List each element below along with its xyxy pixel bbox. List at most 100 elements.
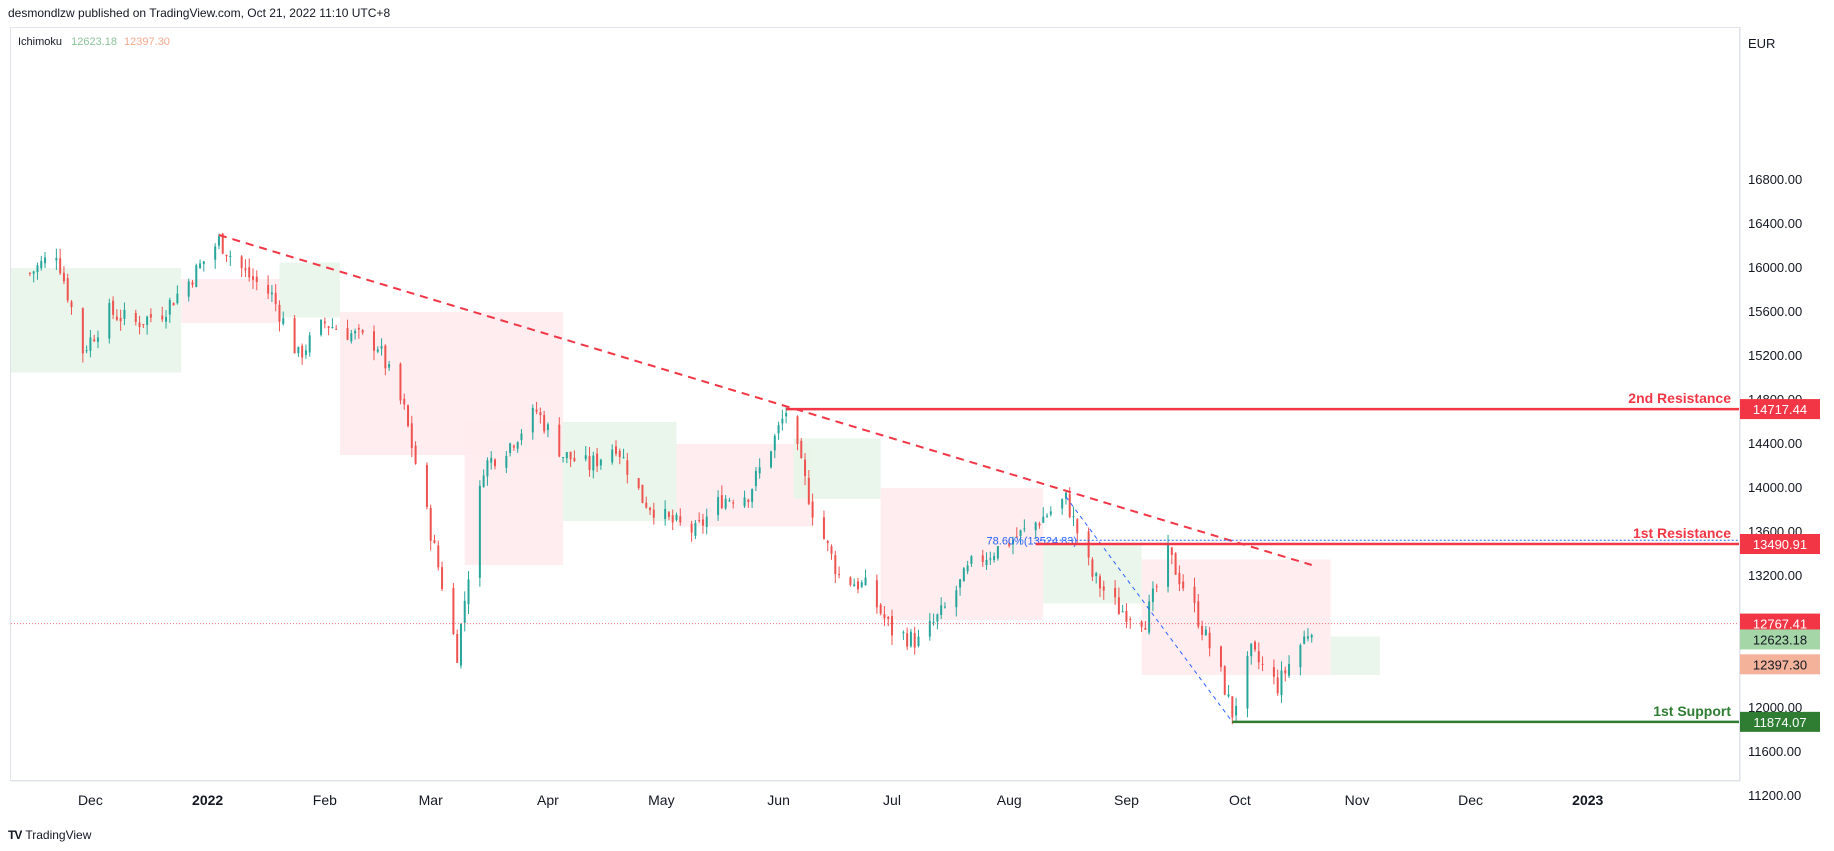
cloud-segment — [563, 422, 677, 521]
candle-body — [96, 337, 99, 342]
cloud-segment — [1330, 636, 1380, 675]
level-price-label: 14717.44 — [1753, 402, 1807, 417]
candle-body — [1174, 553, 1177, 575]
candle-body — [301, 345, 304, 358]
candle-body — [543, 415, 546, 432]
x-tick-label: 2022 — [192, 792, 223, 808]
candle-body — [407, 405, 410, 427]
candle-body — [191, 282, 194, 285]
y-tick-label: 12000.00 — [1748, 700, 1802, 715]
candle-body — [248, 267, 251, 278]
span-b-tag: 12397.30 — [1753, 657, 1807, 672]
candle-body — [1015, 536, 1018, 538]
candle-body — [1197, 601, 1200, 627]
candle-body — [490, 457, 493, 463]
candle-body — [883, 614, 886, 619]
price-axis: 16800.00 16400.00 16000.00 15600.00 15200.00… — [1739, 27, 1820, 803]
candle-body — [906, 633, 909, 647]
candle-body — [55, 257, 58, 261]
candle-body — [1303, 636, 1306, 644]
candle-body — [505, 455, 508, 468]
tradingview-logo-icon: TV — [8, 828, 22, 842]
candle-body — [679, 516, 682, 523]
candle-body — [297, 346, 300, 354]
candle-body — [751, 489, 754, 502]
candle-body — [486, 460, 489, 477]
candle-body — [161, 315, 164, 320]
candle-body — [758, 467, 761, 474]
candle-body — [917, 636, 920, 646]
candle-body — [959, 579, 962, 588]
indicator-legend[interactable]: Ichimoku 12623.18 12397.30 — [18, 36, 170, 48]
indicator-name: Ichimoku — [18, 36, 63, 48]
candle-body — [724, 498, 727, 509]
candle-body — [1208, 632, 1211, 649]
candle-body — [380, 346, 383, 349]
candle-body — [902, 632, 905, 634]
candle-body — [1178, 572, 1181, 585]
candle-body — [928, 620, 931, 637]
candle-body — [1155, 586, 1158, 588]
candle-body — [535, 409, 538, 412]
level-price-tag — [1740, 399, 1820, 420]
candle-body — [520, 433, 523, 441]
candle-body — [115, 316, 118, 320]
candle-body — [940, 605, 943, 616]
candle-body — [354, 330, 357, 334]
candle-body — [433, 540, 436, 544]
candle-body — [255, 276, 258, 283]
candle-body — [429, 508, 432, 541]
candle-body — [323, 321, 326, 324]
candle-body — [985, 559, 988, 566]
candle-body — [717, 497, 720, 516]
candle-body — [667, 512, 670, 517]
candle-body — [32, 271, 35, 274]
candle-body — [1261, 663, 1264, 665]
candle-body — [267, 284, 270, 294]
cloud-segment — [279, 262, 340, 318]
candle-body — [664, 508, 667, 520]
candle-body — [1254, 641, 1257, 650]
candle-body — [59, 258, 62, 274]
candle-body — [811, 501, 814, 518]
cloud-segment — [11, 268, 182, 373]
candle-body — [592, 455, 595, 471]
candle-body — [66, 278, 69, 301]
candle-body — [1257, 651, 1260, 663]
candle-body — [199, 263, 202, 269]
candle-body — [1284, 670, 1287, 674]
candle-body — [773, 435, 776, 451]
candle-body — [781, 418, 784, 424]
time-axis: Dec 2022 Feb Mar Apr May Jun Jul Aug Sep Oct Nov Dec… — [11, 780, 1740, 808]
candle-body — [1091, 559, 1094, 577]
level-price-label: 11874.07 — [1753, 715, 1806, 730]
candle-body — [28, 273, 31, 275]
candle-body — [357, 328, 360, 330]
candle-body — [456, 634, 459, 663]
candle-body — [1231, 696, 1234, 718]
y-tick-label: 16400.00 — [1748, 216, 1802, 231]
candle-body — [701, 519, 704, 526]
cloud-segment — [181, 279, 280, 323]
candle-body — [1167, 544, 1170, 587]
candle-body — [112, 300, 115, 315]
y-tick-label: 15200.00 — [1748, 348, 1802, 363]
candle-body — [804, 459, 807, 477]
candle-body — [138, 322, 141, 328]
candle-body — [331, 327, 334, 329]
candle-body — [410, 423, 413, 448]
cloud-segment — [1141, 559, 1331, 675]
candle-body — [637, 478, 640, 489]
candle-body — [546, 424, 549, 431]
candle-body — [1023, 528, 1026, 530]
candle-body — [875, 580, 878, 608]
footer-brand[interactable]: TV TradingView — [8, 828, 91, 842]
candle-body — [459, 623, 462, 666]
candle-body — [989, 558, 992, 560]
x-tick-label: Sep — [1114, 792, 1139, 808]
candle-body — [119, 318, 122, 322]
span-a-tag-bg — [1740, 629, 1820, 650]
candle-body — [1095, 573, 1098, 577]
level-name: 1st Support — [1653, 703, 1731, 719]
